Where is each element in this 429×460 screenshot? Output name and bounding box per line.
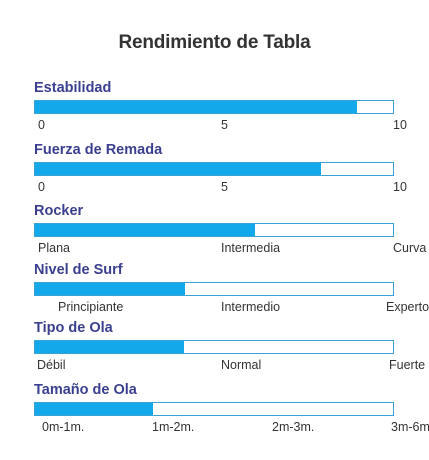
scale-tick: 3m-6m. [391, 420, 429, 434]
scale-tick: 10 [393, 118, 407, 132]
metric-label: Rocker [34, 203, 84, 219]
scale-tick: 10 [393, 180, 407, 194]
metric-tipo-de-ola: Tipo de Ola Débil Normal Fuerte [0, 320, 429, 380]
metric-tamano-de-ola: Tamaño de Ola 0m-1m. 1m-2m. 2m-3m. 3m-6m… [0, 382, 429, 442]
scale-tick: 0 [38, 180, 45, 194]
rating-bar [34, 162, 394, 176]
scale-tick: Fuerte [389, 358, 426, 372]
rating-bar [34, 340, 394, 354]
rating-bar-fill [35, 101, 358, 113]
metric-label: Tamaño de Ola [34, 382, 137, 398]
metric-nivel-de-surf: Nivel de Surf Principiante Intermedio Ex… [0, 262, 429, 322]
scale-tick: Intermedia [221, 241, 281, 255]
rating-bar-fill [35, 403, 154, 415]
metric-label: Nivel de Surf [34, 262, 123, 278]
rating-bar-fill [35, 163, 322, 175]
rating-bar [34, 100, 394, 114]
scale-tick: Experto [386, 300, 429, 314]
scale-tick: 0 [38, 118, 45, 132]
rating-bar-fill [35, 224, 256, 236]
scale-tick: Intermedio [221, 300, 281, 314]
scale-tick: 1m-2m. [152, 420, 195, 434]
rating-bar [34, 223, 394, 237]
scale-tick: 5 [221, 180, 228, 194]
scale-tick: Normal [221, 358, 262, 372]
metric-label: Estabilidad [34, 80, 112, 96]
scale-tick: Plana [38, 241, 70, 255]
metric-fuerza-de-remada: Fuerza de Remada 0 5 10 [0, 142, 429, 202]
metric-label: Fuerza de Remada [34, 142, 163, 158]
scale-tick: Curva [393, 241, 427, 255]
rating-bar [34, 282, 394, 296]
metric-rocker: Rocker Plana Intermedia Curva [0, 203, 429, 263]
rating-bar [34, 402, 394, 416]
scale-tick: Débil [37, 358, 66, 372]
rating-bar-fill [35, 283, 186, 295]
scale-tick: 2m-3m. [272, 420, 315, 434]
metric-estabilidad: Estabilidad 0 5 10 [0, 80, 429, 140]
scale-tick: Principiante [58, 300, 124, 314]
page-title: Rendimiento de Tabla [118, 32, 311, 53]
scale-tick: 5 [221, 118, 228, 132]
scale-tick: 0m-1m. [42, 420, 85, 434]
rating-bar-fill [35, 341, 184, 353]
metric-label: Tipo de Ola [34, 320, 113, 336]
